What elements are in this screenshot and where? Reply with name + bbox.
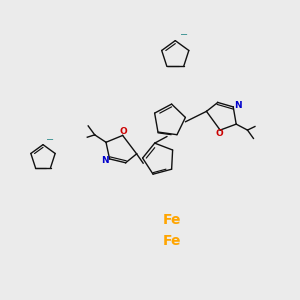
Text: O: O (215, 130, 223, 139)
Text: N: N (101, 156, 109, 165)
Text: −: − (180, 30, 188, 40)
Text: −: − (46, 135, 55, 145)
Text: N: N (234, 100, 242, 109)
Text: Fe: Fe (163, 213, 182, 227)
Text: Fe: Fe (163, 234, 182, 248)
Text: O: O (119, 128, 127, 136)
